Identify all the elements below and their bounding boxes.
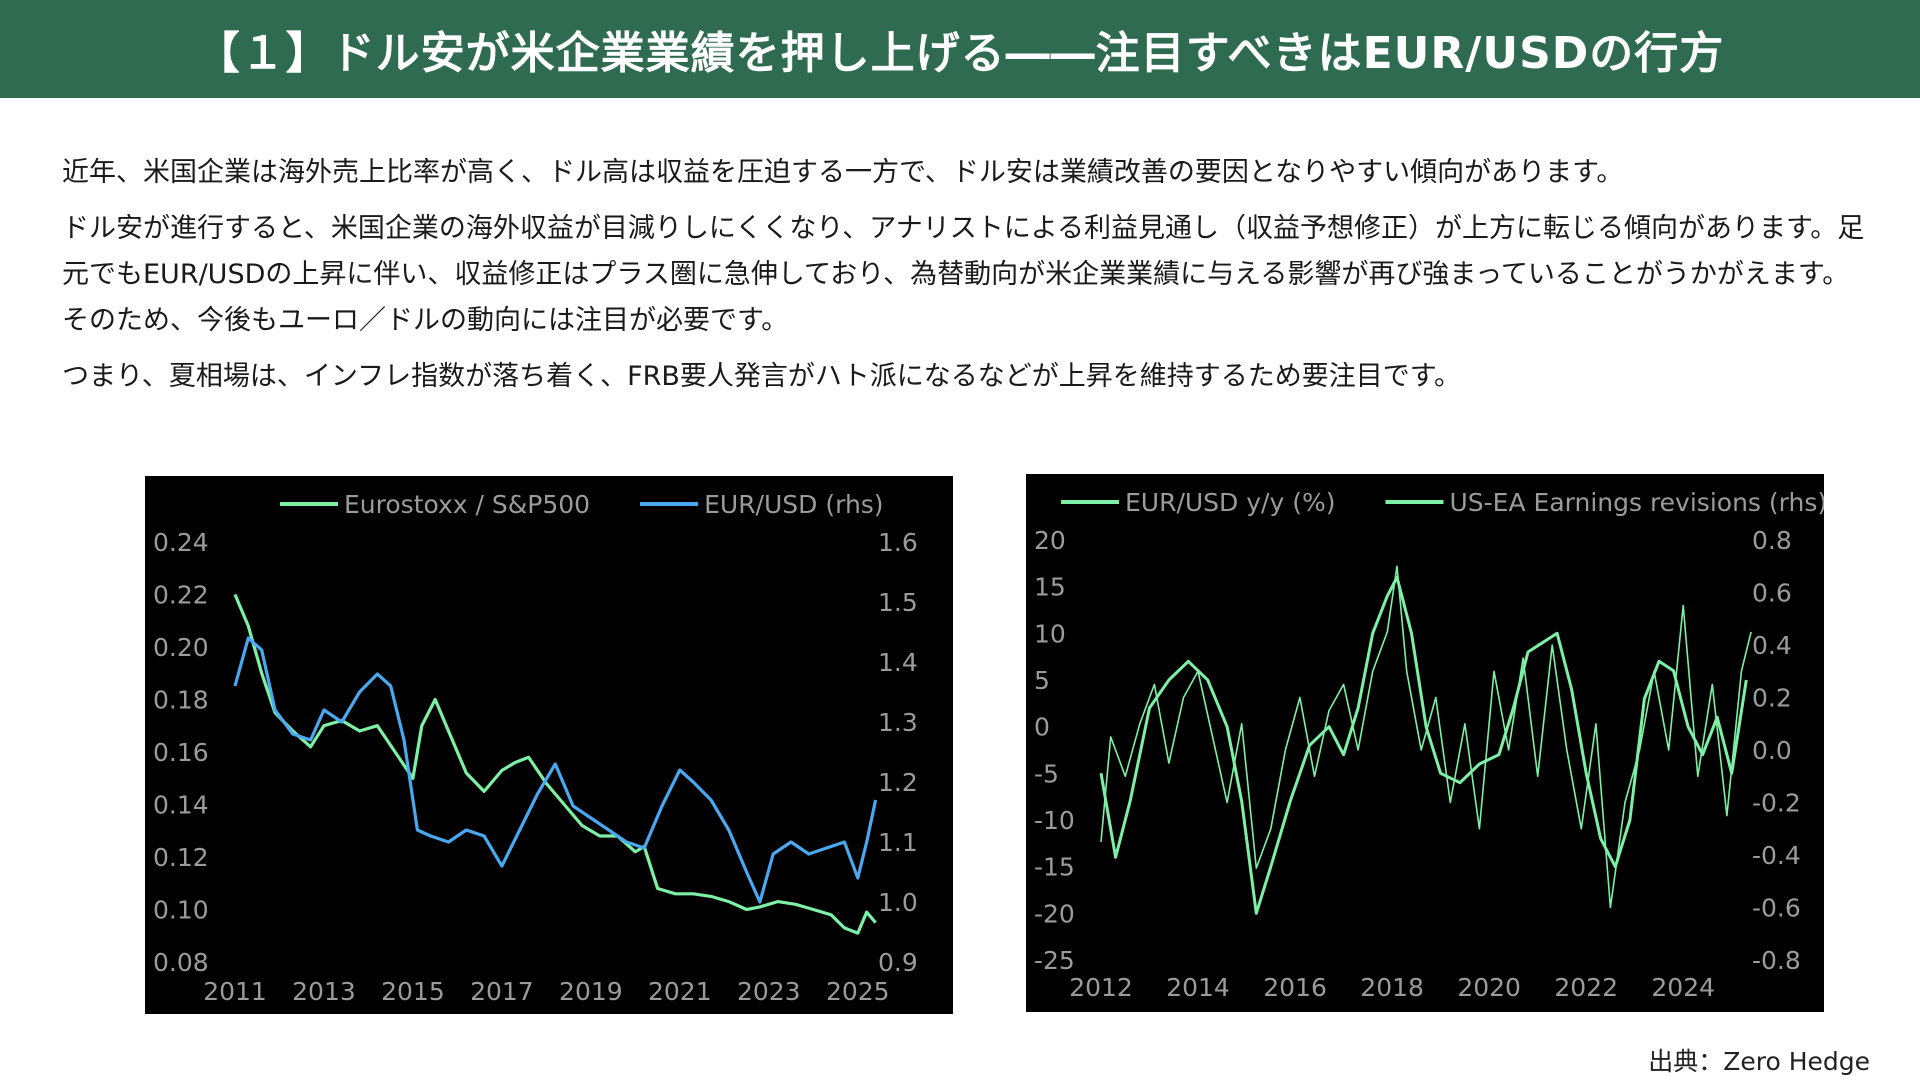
y-right-tick-label: 0.0 — [1752, 736, 1792, 765]
page-title-banner: 【１】ドル安が米企業業績を押し上げる――注目すべきはEUR/USDの行方 — [0, 0, 1920, 98]
y-left-tick-label: -25 — [1034, 946, 1075, 975]
y-right-tick-label: -0.6 — [1752, 894, 1801, 923]
x-tick-label: 2012 — [1069, 973, 1133, 1002]
x-tick-label: 2024 — [1651, 973, 1715, 1002]
y-left-tick-label: 20 — [1034, 526, 1066, 555]
y-left-tick-label: -10 — [1034, 806, 1075, 835]
x-tick-label: 2018 — [1360, 973, 1424, 1002]
x-tick-label: 2019 — [559, 977, 623, 1006]
y-left-tick-label: 0.20 — [153, 633, 209, 662]
x-tick-label: 2022 — [1554, 973, 1618, 1002]
x-tick-label: 2023 — [737, 977, 801, 1006]
page-title: 【１】ドル安が米企業業績を押し上げる――注目すべきはEUR/USDの行方 — [195, 28, 1725, 79]
x-tick-label: 2020 — [1457, 973, 1521, 1002]
y-left-tick-label: 15 — [1034, 573, 1066, 602]
x-tick-label: 2015 — [381, 977, 445, 1006]
y-left-tick-label: -15 — [1034, 853, 1075, 882]
y-right-tick-label: 1.1 — [878, 828, 918, 857]
series-line — [233, 636, 878, 904]
y-left-tick-label: 0.10 — [153, 896, 209, 925]
paragraph-3: つまり、夏相場は、インフレ指数が落ち着く、FRB要人発言がハト派になるなどが上昇… — [62, 361, 1462, 392]
x-tick-label: 2021 — [648, 977, 712, 1006]
y-right-tick-label: 0.4 — [1752, 631, 1792, 660]
paragraph-2: ドル安が進行すると、米国企業の海外収益が目減りしにくくなり、アナリストによる利益… — [62, 213, 1865, 336]
y-left-tick-label: 0.12 — [153, 843, 209, 872]
y-right-tick-label: 0.2 — [1752, 684, 1792, 713]
y-right-tick-label: -0.4 — [1752, 841, 1801, 870]
y-right-tick-label: -0.2 — [1752, 789, 1801, 818]
y-left-tick-label: -5 — [1034, 759, 1059, 788]
y-left-tick-label: 0.14 — [153, 791, 209, 820]
y-left-tick-label: -20 — [1034, 899, 1075, 928]
y-right-tick-label: 0.6 — [1752, 579, 1792, 608]
x-tick-label: 2017 — [470, 977, 534, 1006]
series-line — [1099, 575, 1748, 915]
y-right-tick-label: -0.8 — [1752, 946, 1801, 975]
y-left-tick-label: 10 — [1034, 619, 1066, 648]
series-line — [1100, 565, 1752, 909]
y-left-tick-label: 0.08 — [153, 948, 209, 977]
legend-label: Eurostoxx / S&P500 — [344, 490, 590, 519]
chart-panel-right: 20 15 10 5 0 -5 -10 -15 -20 -25 0.8 0.6 0.4 0.2 0.0 -0.… — [1026, 474, 1824, 1012]
x-tick-label: 2011 — [203, 977, 267, 1006]
legend-label: EUR/USD y/y (%) — [1125, 488, 1335, 517]
x-tick-label: 2025 — [826, 977, 890, 1006]
source-credit: 出典：Zero Hedge — [1648, 1047, 1870, 1076]
y-right-tick-label: 1.0 — [878, 888, 918, 917]
x-tick-label: 2016 — [1263, 973, 1327, 1002]
y-left-tick-label: 0.24 — [153, 528, 209, 557]
y-left-tick-label: 0.22 — [153, 581, 209, 610]
x-tick-label: 2014 — [1166, 973, 1230, 1002]
y-right-tick-label: 0.9 — [878, 948, 918, 977]
y-right-tick-label: 1.2 — [878, 768, 918, 797]
chart-eurostoxx-eurusd: 0.24 0.22 0.20 0.18 0.16 0.14 0.12 0.10 0.08 1.6 1… — [153, 490, 918, 1006]
y-right-tick-label: 1.5 — [878, 588, 918, 617]
legend-label: EUR/USD (rhs) — [704, 490, 883, 519]
chart-eurusd-earnings-revisions: 20 15 10 5 0 -5 -10 -15 -20 -25 0.8 0.6 0.4 0.2 0.0 -0.… — [1034, 488, 1824, 1002]
chart-panel-left: 0.24 0.22 0.20 0.18 0.16 0.14 0.12 0.10 0.08 1.6 1… — [145, 476, 953, 1014]
y-left-tick-label: 0.18 — [153, 686, 209, 715]
y-right-tick-label: 0.8 — [1752, 526, 1792, 555]
y-right-tick-label: 1.4 — [878, 648, 918, 677]
legend-label: US-EA Earnings revisions (rhs) — [1449, 488, 1824, 517]
y-left-tick-label: 0.16 — [153, 738, 209, 767]
y-left-tick-label: 5 — [1034, 666, 1050, 695]
paragraph-1: 近年、米国企業は海外売上比率が高く、ドル高は収益を圧迫する一方で、ドル安は業績改… — [62, 157, 1624, 188]
body-text: 近年、米国企業は海外売上比率が高く、ドル高は収益を圧迫する一方で、ドル安は業績改… — [62, 150, 1872, 410]
y-right-tick-label: 1.6 — [878, 528, 918, 557]
y-right-tick-label: 1.3 — [878, 708, 918, 737]
y-left-tick-label: 0 — [1034, 713, 1050, 742]
x-tick-label: 2013 — [292, 977, 356, 1006]
